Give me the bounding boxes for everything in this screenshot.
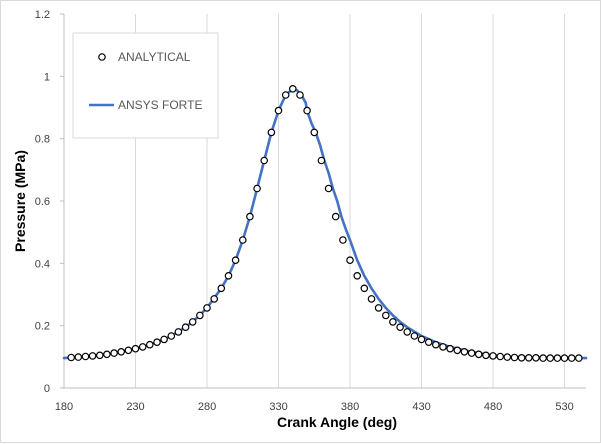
- data-point-analytical: [367, 295, 376, 303]
- data-point-analytical: [317, 156, 326, 165]
- data-point-analytical: [453, 346, 462, 355]
- y-tick-label: 0: [44, 383, 50, 395]
- data-point-analytical: [217, 284, 226, 293]
- x-axis-title: Crank Angle (deg): [277, 414, 397, 430]
- data-point-analytical: [96, 351, 104, 360]
- data-point-analytical: [224, 271, 233, 280]
- legend-label-analytical: ANALYTICAL: [118, 50, 191, 64]
- data-point-analytical: [567, 354, 576, 362]
- data-point-analytical: [303, 106, 311, 115]
- data-point-analytical: [246, 212, 254, 221]
- x-tick-label: 380: [341, 401, 359, 413]
- y-tick-label: 1.2: [35, 9, 50, 21]
- data-point-analytical: [310, 128, 319, 137]
- data-point-analytical: [188, 318, 197, 326]
- series-layer: [62, 85, 588, 362]
- data-point-analytical: [482, 351, 490, 360]
- data-point-analytical: [560, 354, 569, 362]
- data-point-analytical: [546, 354, 555, 362]
- data-point-analytical: [81, 352, 90, 361]
- x-tick-label: 280: [198, 401, 216, 413]
- data-point-analytical: [324, 184, 333, 193]
- data-point-analytical: [431, 340, 440, 349]
- data-point-analytical: [346, 256, 354, 265]
- legend: ANALYTICAL ANSYS FORTE: [72, 32, 219, 139]
- y-axis-title: Pressure (MPa): [12, 150, 28, 252]
- data-point-analytical: [131, 344, 140, 353]
- data-point-analytical: [146, 340, 154, 349]
- legend-box: [72, 32, 219, 139]
- data-point-analytical: [496, 352, 505, 361]
- data-point-analytical: [517, 353, 526, 362]
- data-point-analytical: [181, 323, 190, 332]
- data-point-analytical: [396, 323, 404, 332]
- data-point-analytical: [274, 106, 283, 115]
- x-tick-label: 330: [269, 401, 287, 413]
- data-point-analytical: [446, 344, 454, 353]
- x-tick-label: 230: [126, 401, 144, 413]
- data-point-analytical: [489, 352, 497, 360]
- data-point-analytical: [103, 350, 111, 359]
- x-tick-label: 480: [484, 401, 502, 413]
- data-point-analytical: [174, 328, 183, 336]
- x-tick-label: 530: [555, 401, 573, 413]
- data-point-analytical: [88, 352, 97, 360]
- data-point-analytical: [474, 350, 483, 359]
- legend-marker-analytical: [98, 53, 106, 61]
- data-point-analytical: [374, 304, 383, 312]
- data-point-analytical: [574, 354, 583, 362]
- data-point-analytical: [417, 335, 426, 344]
- data-point-analytical: [110, 349, 118, 357]
- data-point-analytical: [160, 335, 168, 344]
- data-point-analytical: [231, 256, 240, 265]
- data-point-analytical: [510, 353, 519, 362]
- data-point-analytical: [389, 318, 397, 326]
- y-tick-label: 0.6: [35, 196, 50, 208]
- data-point-analytical: [260, 156, 269, 165]
- y-tick-label: 0.4: [35, 258, 50, 270]
- data-point-analytical: [253, 184, 261, 193]
- data-point-analytical: [467, 349, 476, 357]
- data-point-analytical: [117, 347, 126, 356]
- legend-label-ansys-forte: ANSYS FORTE: [118, 98, 202, 112]
- data-point-analytical: [196, 311, 204, 320]
- data-point-analytical: [360, 284, 369, 293]
- data-point-analytical: [532, 353, 540, 362]
- data-point-analytical: [239, 236, 247, 244]
- data-point-analytical: [331, 212, 340, 221]
- data-point-analytical: [267, 128, 276, 137]
- data-point-analytical: [210, 295, 219, 303]
- data-point-analytical: [381, 311, 390, 320]
- data-point-analytical: [281, 91, 290, 99]
- data-point-analytical: [203, 304, 211, 312]
- data-point-analytical: [403, 328, 412, 336]
- y-tick-label: 0.8: [35, 134, 50, 146]
- data-point-analytical: [460, 347, 469, 356]
- data-point-analytical: [288, 85, 297, 93]
- data-point-analytical: [524, 353, 533, 362]
- data-point-analytical: [539, 354, 547, 362]
- data-point-analytical: [410, 332, 419, 340]
- data-point-analytical: [124, 346, 133, 355]
- data-point-analytical: [339, 236, 347, 244]
- data-point-analytical: [439, 343, 447, 351]
- y-tick-label: 0.2: [35, 321, 50, 333]
- data-point-analytical: [353, 271, 362, 280]
- x-tick-label: 430: [412, 401, 430, 413]
- data-point-analytical: [503, 353, 512, 361]
- data-point-analytical: [138, 343, 147, 351]
- y-tick-label: 1: [44, 71, 50, 83]
- data-point-analytical: [167, 332, 176, 340]
- axis-layer: 180 230 280 330 380 430 480 530 0 0.2 0.4 0.6 0.8 1 1.…: [35, 9, 586, 413]
- data-point-analytical: [424, 338, 433, 347]
- data-point-analytical: [296, 91, 304, 99]
- data-point-analytical: [153, 338, 161, 347]
- x-tick-label: 180: [55, 401, 73, 413]
- data-point-analytical: [553, 354, 562, 362]
- data-point-analytical: [74, 353, 83, 361]
- data-point-analytical: [67, 353, 76, 362]
